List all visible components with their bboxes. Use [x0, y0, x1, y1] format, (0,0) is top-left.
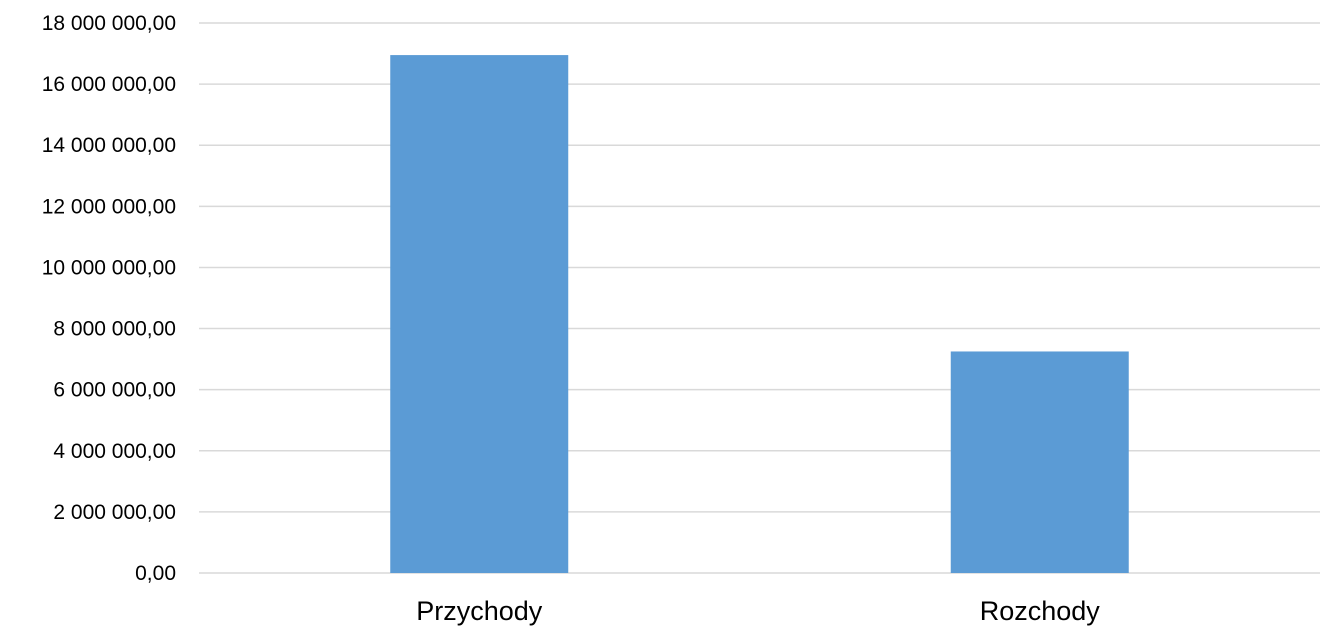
x-tick-label: Przychody [416, 596, 543, 626]
y-tick-label: 6 000 000,00 [53, 379, 176, 402]
y-axis-tick-labels: 0,00 2 000 000,00 4 000 000,00 6 000 000,00… [42, 12, 176, 585]
y-tick-label: 4 000 000,00 [53, 440, 176, 463]
y-tick-label: 18 000 000,00 [42, 12, 176, 35]
y-tick-label: 14 000 000,00 [42, 134, 176, 157]
gridlines [199, 22, 1320, 574]
y-tick-label: 16 000 000,00 [42, 73, 176, 96]
y-tick-label: 2 000 000,00 [53, 501, 176, 524]
y-tick-label: 0,00 [135, 562, 176, 585]
bars [390, 55, 1129, 574]
y-tick-label: 10 000 000,00 [42, 256, 176, 279]
x-tick-label: Rozchody [980, 596, 1101, 626]
y-tick-label: 8 000 000,00 [53, 318, 176, 341]
bar-rozchody [950, 351, 1129, 573]
bar-przychody [390, 55, 569, 574]
y-tick-label: 12 000 000,00 [42, 195, 176, 218]
x-axis-tick-labels: Przychody Rozchody [416, 596, 1100, 626]
